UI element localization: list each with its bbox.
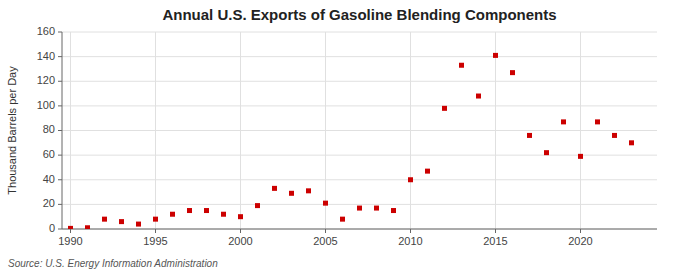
y-axis-label: Thousand Barrels per Day — [6, 66, 18, 195]
point — [238, 214, 243, 219]
y-tick-label: 160 — [37, 25, 55, 37]
point — [476, 94, 481, 99]
x-grid-line — [495, 32, 496, 229]
chart: 0 20 40 60 80 100 120 140 160 1990 1995 2000 2005 201… — [0, 0, 675, 275]
point — [340, 217, 345, 222]
point — [357, 206, 362, 211]
point — [391, 208, 396, 213]
point — [221, 212, 226, 217]
point — [323, 201, 328, 206]
x-tick — [410, 229, 411, 233]
point — [612, 133, 617, 138]
y-tick — [58, 81, 62, 82]
point — [306, 188, 311, 193]
x-grid-line — [70, 32, 71, 229]
point — [425, 169, 430, 174]
y-tick-label: 60 — [43, 148, 55, 160]
point — [289, 191, 294, 196]
y-grid-line — [62, 105, 657, 106]
y-grid-line — [62, 32, 657, 33]
source-note: Source: U.S. Energy Information Administ… — [8, 258, 218, 269]
x-tick-label: 2010 — [398, 235, 422, 247]
x-axis-line — [62, 229, 657, 230]
y-tick — [58, 105, 62, 106]
point — [629, 140, 634, 145]
title: Annual U.S. Exports of Gasoline Blending… — [162, 6, 556, 23]
y-grid-line — [62, 130, 657, 131]
point — [170, 212, 175, 217]
y-tick-label: 40 — [43, 173, 55, 185]
y-grid-line — [62, 155, 657, 156]
y-tick-label: 120 — [37, 74, 55, 86]
x-tick — [325, 229, 326, 233]
point — [561, 119, 566, 124]
grid — [62, 32, 657, 229]
y-tick — [58, 32, 62, 33]
y-tick — [58, 130, 62, 131]
y-grid-line — [62, 179, 657, 180]
x-grid-line — [410, 32, 411, 229]
point — [153, 217, 158, 222]
point — [204, 208, 209, 213]
x-grid-line — [240, 32, 241, 229]
point — [136, 222, 141, 227]
point — [408, 177, 413, 182]
point — [85, 225, 90, 229]
y-tick — [58, 204, 62, 205]
x-tick-label: 2020 — [568, 235, 592, 247]
point — [255, 203, 260, 208]
x-tick — [240, 229, 241, 233]
x-tick-label: 1995 — [143, 235, 167, 247]
x-grid-line — [325, 32, 326, 229]
point — [459, 63, 464, 68]
points — [68, 53, 634, 229]
x-tick-label: 1990 — [58, 235, 82, 247]
y-tick — [58, 229, 62, 230]
y-grid-line — [62, 229, 657, 230]
y-tick-label: 80 — [43, 123, 55, 135]
point — [493, 53, 498, 58]
point — [510, 70, 515, 75]
y-tick-label: 0 — [49, 222, 55, 234]
x-tick — [495, 229, 496, 233]
point — [442, 106, 447, 111]
y-grid-line — [62, 81, 657, 82]
y-tick — [58, 155, 62, 156]
y-grid-line — [62, 204, 657, 205]
x-grid-line — [580, 32, 581, 229]
point — [578, 154, 583, 159]
point — [374, 206, 379, 211]
point — [527, 133, 532, 138]
point — [119, 219, 124, 224]
x-tick — [70, 229, 71, 233]
x-tick-label: 2000 — [228, 235, 252, 247]
y-grid-line — [62, 56, 657, 57]
point — [272, 186, 277, 191]
point — [595, 119, 600, 124]
point — [544, 150, 549, 155]
point — [102, 217, 107, 222]
x-tick — [155, 229, 156, 233]
ticks: 0 20 40 60 80 100 120 140 160 1990 1995 2000 2005 201… — [37, 25, 593, 247]
y-tick-label: 140 — [37, 50, 55, 62]
x-tick-label: 2015 — [483, 235, 507, 247]
y-tick — [58, 179, 62, 180]
point — [68, 226, 73, 229]
x-tick — [580, 229, 581, 233]
y-tick-label: 20 — [43, 197, 55, 209]
x-tick-label: 2005 — [313, 235, 337, 247]
x-grid-line — [155, 32, 156, 229]
y-tick — [58, 56, 62, 57]
y-tick-label: 100 — [37, 99, 55, 111]
point — [187, 208, 192, 213]
